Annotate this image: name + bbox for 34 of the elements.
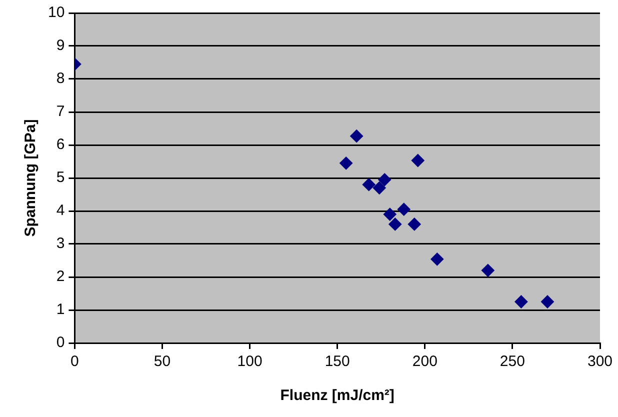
point [340,156,353,170]
y-tick-label: 0 [56,334,65,352]
x-tick-label: 300 [587,353,613,370]
point [481,264,494,277]
point [388,218,402,231]
x-tick-label: 50 [154,353,171,370]
point [362,178,376,192]
y-tick-label: 3 [56,235,65,252]
x-tick-label: 150 [324,353,350,370]
point [372,181,386,194]
point [430,252,444,266]
x-tick-label: 0 [70,353,79,370]
y-tick-label: 5 [56,169,65,186]
y-axis-title: Spannung [GPa] [22,119,40,237]
point [383,208,396,221]
point [378,173,392,186]
point [540,295,554,308]
x-axis-title: Fluenz [mJ/cm²] [280,387,394,404]
point [350,130,364,143]
y-tick-label: 4 [56,202,65,220]
x-tick-label: 250 [500,353,525,370]
x-tick-label: 100 [237,353,262,370]
y-tick-label: 6 [56,136,65,154]
y-tick-label: 2 [56,268,65,286]
point [411,154,424,168]
x-tick-label: 200 [412,353,438,370]
point [408,218,421,231]
y-tick-label: 9 [56,37,65,54]
y-tick-label: 8 [56,70,65,88]
y-tick-label: 1 [56,301,65,318]
point [397,202,410,216]
point [514,295,528,308]
y-tick-label: 7 [56,103,65,120]
y-tick-label: 10 [48,4,65,22]
